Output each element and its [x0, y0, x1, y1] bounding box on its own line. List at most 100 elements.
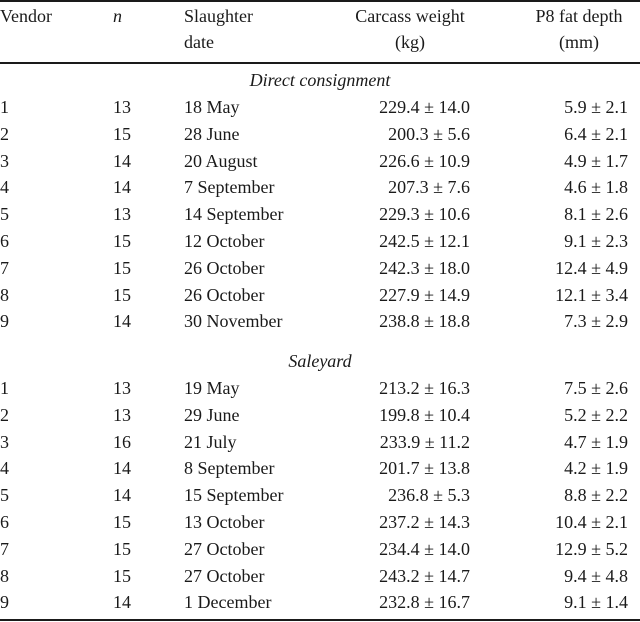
cell-slaughter-date: 27 October	[184, 565, 265, 586]
table-row: 4 14 7 September 207.3 ± 7.6 4.6 ± 1.8	[0, 174, 640, 201]
cell-slaughter-date: 26 October	[184, 257, 265, 278]
section-title: Saleyard	[288, 351, 352, 371]
table-header: Vendor n Slaughter date Carcass weight (…	[0, 3, 640, 63]
header-n: n	[113, 6, 122, 26]
cell-n: 14	[113, 485, 131, 506]
table-row: 8 15 27 October 243.2 ± 14.7 9.4 ± 4.8	[0, 563, 640, 590]
cell-slaughter-date: 15 September	[184, 485, 284, 506]
cell-vendor: 6	[0, 512, 9, 532]
cell-carcass-weight: 201.7 ± 13.8	[379, 458, 470, 479]
table-row: 7 15 26 October 242.3 ± 18.0 12.4 ± 4.9	[0, 255, 640, 282]
cell-p8-fat-depth: 4.2 ± 1.9	[564, 458, 628, 479]
cell-carcass-weight: 233.9 ± 11.2	[379, 431, 470, 452]
cell-slaughter-date: 21 July	[184, 431, 237, 452]
header-rule	[0, 62, 640, 64]
cell-vendor: 1	[0, 97, 9, 117]
cell-vendor: 3	[0, 431, 9, 452]
cell-slaughter-date: 14 September	[184, 204, 284, 225]
table-row: 4 14 8 September 201.7 ± 13.8 4.2 ± 1.9	[0, 455, 640, 482]
cell-p8-fat-depth: 12.9 ± 5.2	[555, 538, 628, 559]
header-carcass-line2: (kg)	[395, 32, 425, 52]
cell-p8-fat-depth: 8.8 ± 2.2	[564, 485, 628, 506]
cell-n: 13	[113, 404, 131, 425]
cell-slaughter-date: 8 September	[184, 458, 275, 479]
cell-vendor: 8	[0, 284, 9, 305]
cell-carcass-weight: 236.8 ± 5.3	[388, 485, 470, 506]
cell-carcass-weight: 234.4 ± 14.0	[379, 538, 470, 559]
cell-slaughter-date: 19 May	[184, 378, 240, 398]
cell-p8-fat-depth: 8.1 ± 2.6	[564, 204, 628, 225]
table-row: 9 14 30 November 238.8 ± 18.8 7.3 ± 2.9	[0, 308, 640, 335]
cell-n: 15	[113, 512, 131, 532]
cell-n: 15	[113, 538, 131, 559]
table-row: 5 14 15 September 236.8 ± 5.3 8.8 ± 2.2	[0, 482, 640, 509]
cell-vendor: 3	[0, 150, 9, 171]
table-row: 2 13 29 June 199.8 ± 10.4 5.2 ± 2.2	[0, 402, 640, 429]
cell-n: 16	[113, 431, 131, 452]
cell-carcass-weight: 213.2 ± 16.3	[379, 378, 470, 398]
cell-n: 15	[113, 123, 131, 144]
cell-carcass-weight: 243.2 ± 14.7	[379, 565, 470, 586]
cell-p8-fat-depth: 6.4 ± 2.1	[564, 123, 628, 144]
cell-slaughter-date: 20 August	[184, 150, 258, 171]
cell-p8-fat-depth: 12.1 ± 3.4	[555, 284, 628, 305]
cell-slaughter-date: 26 October	[184, 284, 265, 305]
cell-n: 13	[113, 97, 131, 117]
cell-carcass-weight: 226.6 ± 10.9	[379, 150, 470, 171]
header-date-line2: date	[184, 32, 214, 52]
cell-slaughter-date: 1 December	[184, 592, 272, 613]
cell-n: 15	[113, 284, 131, 305]
cell-p8-fat-depth: 4.7 ± 1.9	[564, 431, 628, 452]
cell-carcass-weight: 227.9 ± 14.9	[379, 284, 470, 305]
cell-vendor: 9	[0, 592, 9, 613]
table-row: 8 15 26 October 227.9 ± 14.9 12.1 ± 3.4	[0, 282, 640, 309]
header-fat-line2: (mm)	[559, 32, 599, 52]
cell-slaughter-date: 27 October	[184, 538, 265, 559]
cell-carcass-weight: 237.2 ± 14.3	[379, 512, 470, 532]
cell-n: 13	[113, 378, 131, 398]
table-row: 9 14 1 December 232.8 ± 16.7 9.1 ± 1.4	[0, 589, 640, 616]
cell-p8-fat-depth: 7.3 ± 2.9	[564, 311, 628, 332]
table-row: 3 14 20 August 226.6 ± 10.9 4.9 ± 1.7	[0, 148, 640, 175]
cell-carcass-weight: 242.3 ± 18.0	[379, 257, 470, 278]
cell-slaughter-date: 18 May	[184, 97, 240, 117]
cell-vendor: 6	[0, 231, 9, 251]
cell-carcass-weight: 229.3 ± 10.6	[379, 204, 470, 225]
cell-carcass-weight: 229.4 ± 14.0	[379, 97, 470, 117]
cell-carcass-weight: 232.8 ± 16.7	[379, 592, 470, 613]
cell-slaughter-date: 29 June	[184, 404, 240, 425]
cell-n: 14	[113, 592, 131, 613]
cell-vendor: 5	[0, 204, 9, 225]
cell-carcass-weight: 207.3 ± 7.6	[388, 177, 470, 198]
cell-p8-fat-depth: 12.4 ± 4.9	[555, 257, 628, 278]
cell-n: 14	[113, 150, 131, 171]
table-top-rule	[0, 0, 640, 2]
cell-vendor: 4	[0, 177, 9, 198]
cell-carcass-weight: 242.5 ± 12.1	[379, 231, 470, 251]
cell-n: 14	[113, 311, 131, 332]
header-vendor: Vendor	[0, 6, 52, 26]
cell-p8-fat-depth: 4.6 ± 1.8	[564, 177, 628, 198]
cell-n: 14	[113, 177, 131, 198]
cell-slaughter-date: 13 October	[184, 512, 265, 532]
cell-slaughter-date: 30 November	[184, 311, 283, 332]
table-row: 3 16 21 July 233.9 ± 11.2 4.7 ± 1.9	[0, 429, 640, 456]
cell-slaughter-date: 28 June	[184, 123, 240, 144]
cell-slaughter-date: 12 October	[184, 231, 265, 251]
table-row: 1 13 19 May 213.2 ± 16.3 7.5 ± 2.6	[0, 375, 640, 402]
cell-vendor: 7	[0, 538, 9, 559]
cell-n: 15	[113, 257, 131, 278]
cell-p8-fat-depth: 9.1 ± 1.4	[564, 592, 628, 613]
cell-vendor: 4	[0, 458, 9, 479]
cell-vendor: 1	[0, 378, 9, 398]
cell-p8-fat-depth: 5.2 ± 2.2	[564, 404, 628, 425]
cell-vendor: 2	[0, 404, 9, 425]
cell-p8-fat-depth: 5.9 ± 2.1	[564, 97, 628, 117]
cell-slaughter-date: 7 September	[184, 177, 275, 198]
cell-carcass-weight: 200.3 ± 5.6	[388, 123, 470, 144]
cell-carcass-weight: 199.8 ± 10.4	[379, 404, 470, 425]
cell-vendor: 2	[0, 123, 9, 144]
cell-p8-fat-depth: 4.9 ± 1.7	[564, 150, 628, 171]
header-carcass-line1: Carcass weight	[355, 6, 465, 26]
